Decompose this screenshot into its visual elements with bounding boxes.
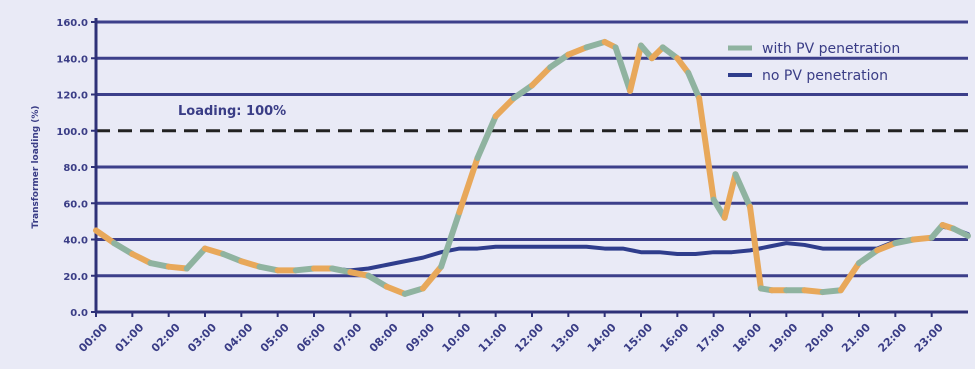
grid-lines: [96, 20, 968, 278]
series-segment-with-pv: [256, 263, 281, 274]
series-segment-with-pv: [202, 245, 227, 257]
series-segment-with-pv: [220, 251, 245, 265]
series-segment-with-pv: [696, 95, 717, 203]
series-segment-with-pv: [292, 265, 317, 274]
series-segment-with-pv: [492, 95, 517, 120]
series-segment-with-pv: [365, 272, 390, 290]
series-segment-with-pv: [565, 44, 590, 58]
series-segment-with-pv: [747, 203, 764, 292]
series-segment-with-pv: [583, 38, 608, 51]
series-segment-with-pv: [329, 265, 354, 276]
series-segment-with-pv: [111, 240, 136, 257]
y-axis-label: Transformer loading (%): [31, 105, 41, 228]
series-segment-with-pv: [627, 42, 644, 94]
y-tick-labels: 0.0 20.0 40.0 60.0 80.0 100.0 120.0 140.0 160.0: [56, 18, 96, 319]
series-layer: [93, 38, 971, 297]
y-tick-label: 40.0: [63, 236, 88, 247]
series-segment-with-pv: [950, 225, 971, 239]
series-segment-with-pv: [721, 171, 739, 221]
y-tick-label: 120.0: [56, 91, 88, 102]
series-segment-with-pv: [347, 269, 372, 279]
legend: with PV penetration no PV penetration: [728, 41, 900, 84]
series-segment-with-pv: [147, 260, 172, 270]
legend-label-no-pv: no PV penetration: [762, 68, 888, 84]
series-segment-with-pv: [383, 283, 408, 297]
series-segment-with-pv: [93, 227, 118, 247]
series-segment-with-pv: [856, 247, 881, 267]
y-tick-label: 80.0: [63, 163, 88, 174]
series-segment-with-pv: [238, 258, 263, 270]
loading-annotation: Loading: 100%: [178, 104, 286, 119]
series-segment-with-pv: [529, 64, 554, 89]
series-segment-with-pv: [474, 113, 499, 161]
series-segment-with-pv: [612, 44, 634, 94]
series-segment-with-pv: [129, 251, 154, 267]
series-segment-with-pv: [837, 260, 862, 294]
series-segment-with-pv: [165, 263, 190, 272]
series-segment-with-pv: [732, 171, 753, 210]
y-tick-label: 100.0: [56, 127, 88, 138]
series-segment-with-pv: [892, 236, 917, 247]
series-segment-with-pv: [685, 69, 703, 102]
series-segment-with-pv: [819, 287, 844, 296]
y-tick-label: 0.0: [70, 308, 88, 319]
series-segment-with-pv: [801, 287, 826, 296]
series-segment-with-pv: [401, 285, 426, 297]
series-segment-with-pv: [910, 234, 935, 243]
series-segment-with-pv: [674, 55, 692, 76]
y-tick-label: 160.0: [56, 18, 88, 29]
series-segment-with-pv: [438, 209, 463, 270]
series-segment-with-pv: [874, 240, 899, 254]
y-tick-label: 140.0: [56, 54, 88, 65]
y-tick-label: 60.0: [63, 199, 88, 210]
legend-label-with-pv: with PV penetration: [762, 41, 900, 57]
series-segment-with-pv: [547, 51, 572, 71]
series-segment-with-pv: [659, 44, 681, 62]
series-segment-with-pv: [510, 82, 535, 102]
series-segment-with-pv: [183, 245, 208, 272]
series-segment-with-pv: [456, 154, 481, 216]
y-tick-label: 20.0: [63, 272, 88, 283]
series-segment-with-pv: [420, 263, 445, 292]
